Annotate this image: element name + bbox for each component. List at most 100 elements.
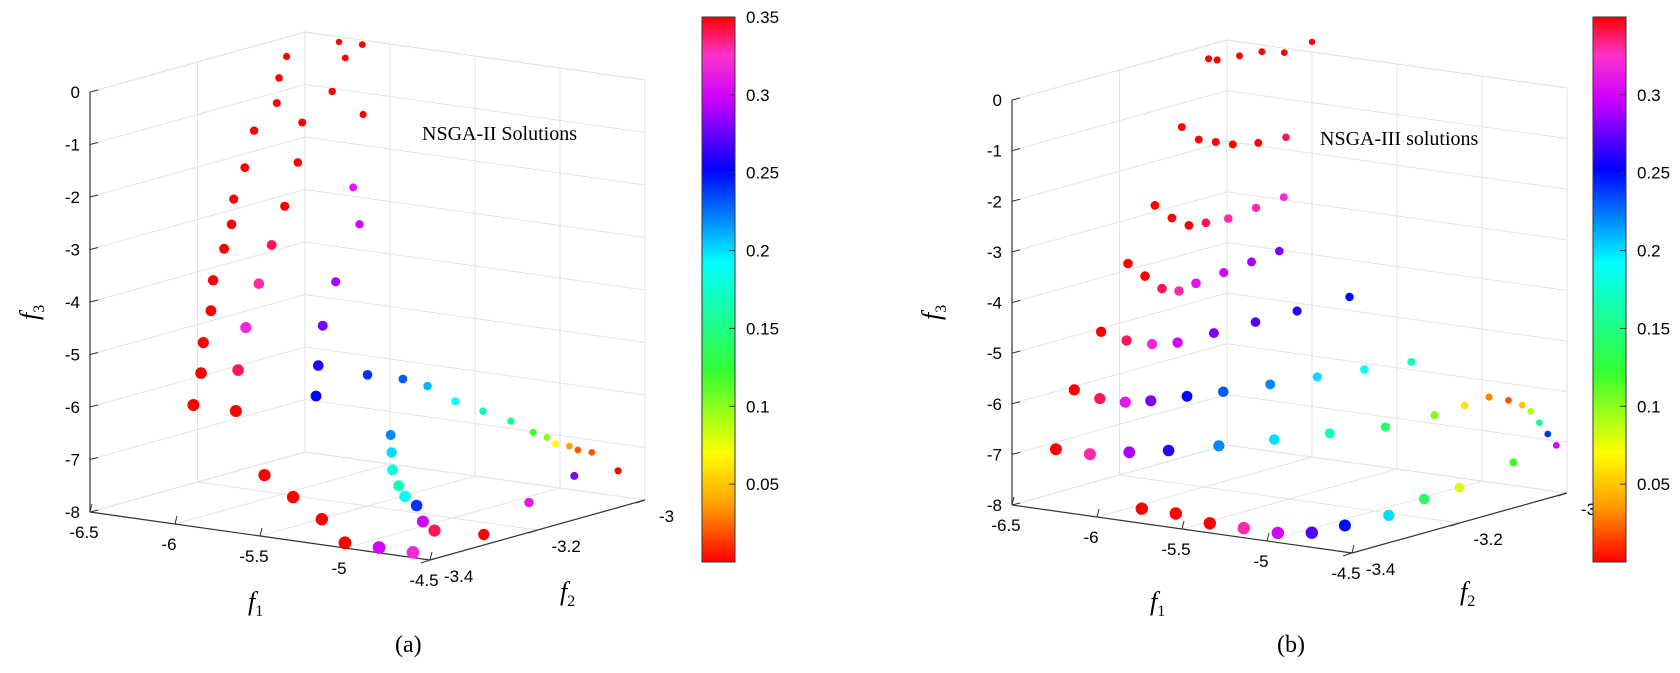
data-point (1228, 140, 1237, 149)
z-tick (89, 457, 99, 460)
y-tick-label: -3 (1581, 500, 1596, 519)
axes-a: 0 -1 -2 -3 -4 -5 -6 -7 -8-6.5 -6 -5.5 -5 -4.5 -3.4 -3.… (65, 31, 674, 590)
colorbar-tick-label: 0.15 (1637, 319, 1670, 338)
y-tick-label: -3.2 (1474, 530, 1503, 549)
z-tick (89, 247, 99, 250)
data-point (1247, 257, 1256, 267)
data-point (1279, 193, 1288, 202)
data-point (315, 513, 328, 526)
axis-label-f2-a: f2 (560, 577, 575, 610)
data-point (1224, 214, 1233, 223)
data-point (1509, 458, 1518, 467)
data-point (328, 87, 336, 96)
y-tick-label: -3.2 (552, 537, 581, 556)
panel-b: 0 -1 -2 -3 -4 -5 -6 -7 -8-6.5 -6 -5.5 -5 -4.5 -3.4 -3.… (917, 16, 1670, 658)
z-tick-label: -1 (987, 142, 1002, 161)
legend-text-a: NSGA-II Solutions (422, 123, 577, 145)
data-point (1205, 55, 1213, 63)
data-point (416, 515, 429, 528)
data-point (393, 480, 405, 492)
colorbar-a-bar (701, 16, 736, 563)
colorbar-b: 0.3 0.25 0.2 0.15 0.1 0.05 (1592, 16, 1670, 563)
data-point (588, 449, 596, 456)
data-point (355, 220, 364, 229)
x-tick (429, 551, 433, 561)
data-point (1282, 133, 1290, 142)
points-b (1049, 38, 1560, 540)
data-point (1181, 390, 1193, 402)
data-point (1305, 526, 1319, 539)
colorbar-tick-label: 0.3 (746, 86, 770, 105)
data-point (1454, 482, 1465, 493)
y-tick (635, 499, 646, 504)
data-point (1237, 521, 1251, 535)
data-point (1140, 271, 1150, 281)
z-tick-label: -5 (987, 344, 1002, 363)
data-point (197, 337, 209, 349)
axis-label-f1-b: f1 (1150, 587, 1165, 620)
data-point (1157, 283, 1167, 294)
colorbar-tick-label: 0.2 (1637, 242, 1661, 261)
panel-label-b: (b) (1277, 632, 1305, 658)
z-tick-label: -5 (65, 346, 80, 365)
z-tick-label: -3 (987, 243, 1002, 262)
z-tick-label: -2 (987, 192, 1002, 211)
data-point (1254, 138, 1263, 147)
data-point (478, 528, 490, 541)
data-point (524, 497, 534, 508)
colorbar-tick-label: 0.15 (746, 319, 779, 338)
data-point (1308, 38, 1316, 46)
x-tick (1096, 508, 1100, 518)
data-point (1135, 502, 1149, 515)
axis-label-f3-b: f3 (917, 305, 950, 320)
points-a (187, 38, 622, 559)
data-point (249, 126, 259, 135)
x-tick (1181, 520, 1185, 530)
data-point (1203, 517, 1217, 530)
data-point (240, 322, 252, 334)
data-point (1162, 444, 1175, 457)
y-tick (1557, 492, 1568, 497)
data-point (331, 277, 341, 287)
data-point (240, 163, 250, 173)
colorbar-a: 0.35 0.3 0.25 0.2 0.15 0.1 0.05 (701, 8, 779, 563)
z-tick (1011, 300, 1021, 303)
colorbar-tick-label: 0.05 (746, 475, 779, 494)
panel-a: 0 -1 -2 -3 -4 -5 -6 -7 -8-6.5 -6 -5.5 -5 -4.5 -3.4 -3.… (15, 8, 779, 658)
data-point (406, 546, 420, 559)
z-tick (89, 509, 99, 513)
z-tick-label: -7 (987, 445, 1002, 464)
x-tick-label: -6 (161, 535, 176, 554)
data-point (349, 183, 358, 192)
data-point (1505, 397, 1512, 404)
data-point (1146, 338, 1158, 350)
data-point (1430, 411, 1439, 420)
colorbar-tick-label: 0.25 (746, 164, 779, 183)
z-tick-label: -7 (65, 451, 80, 470)
data-point (1418, 493, 1430, 505)
x-tick-label: -6.5 (991, 516, 1020, 535)
data-point (552, 440, 559, 448)
axis-label-f2-b: f2 (1460, 577, 1475, 610)
data-point (195, 367, 207, 379)
data-point (1312, 372, 1322, 382)
z-tick-label: 0 (71, 83, 80, 102)
data-point (1485, 393, 1493, 401)
data-point (1068, 384, 1080, 396)
grid-line (304, 451, 646, 501)
data-point (1094, 393, 1106, 405)
data-point (310, 390, 322, 402)
data-point (1201, 218, 1211, 228)
data-point (1460, 401, 1469, 410)
data-point (187, 399, 200, 411)
grid-line (1119, 474, 1460, 524)
data-point (232, 364, 244, 376)
data-point (1174, 286, 1184, 296)
colorbar-tick-label: 0.35 (746, 8, 779, 27)
data-point (205, 305, 217, 317)
legend-text-b: NSGA-III solutions (1320, 128, 1479, 150)
data-point (1360, 365, 1369, 374)
x-tick-label: -4.5 (1331, 564, 1360, 583)
data-point (451, 397, 460, 406)
z-tick-label: -4 (65, 293, 80, 312)
